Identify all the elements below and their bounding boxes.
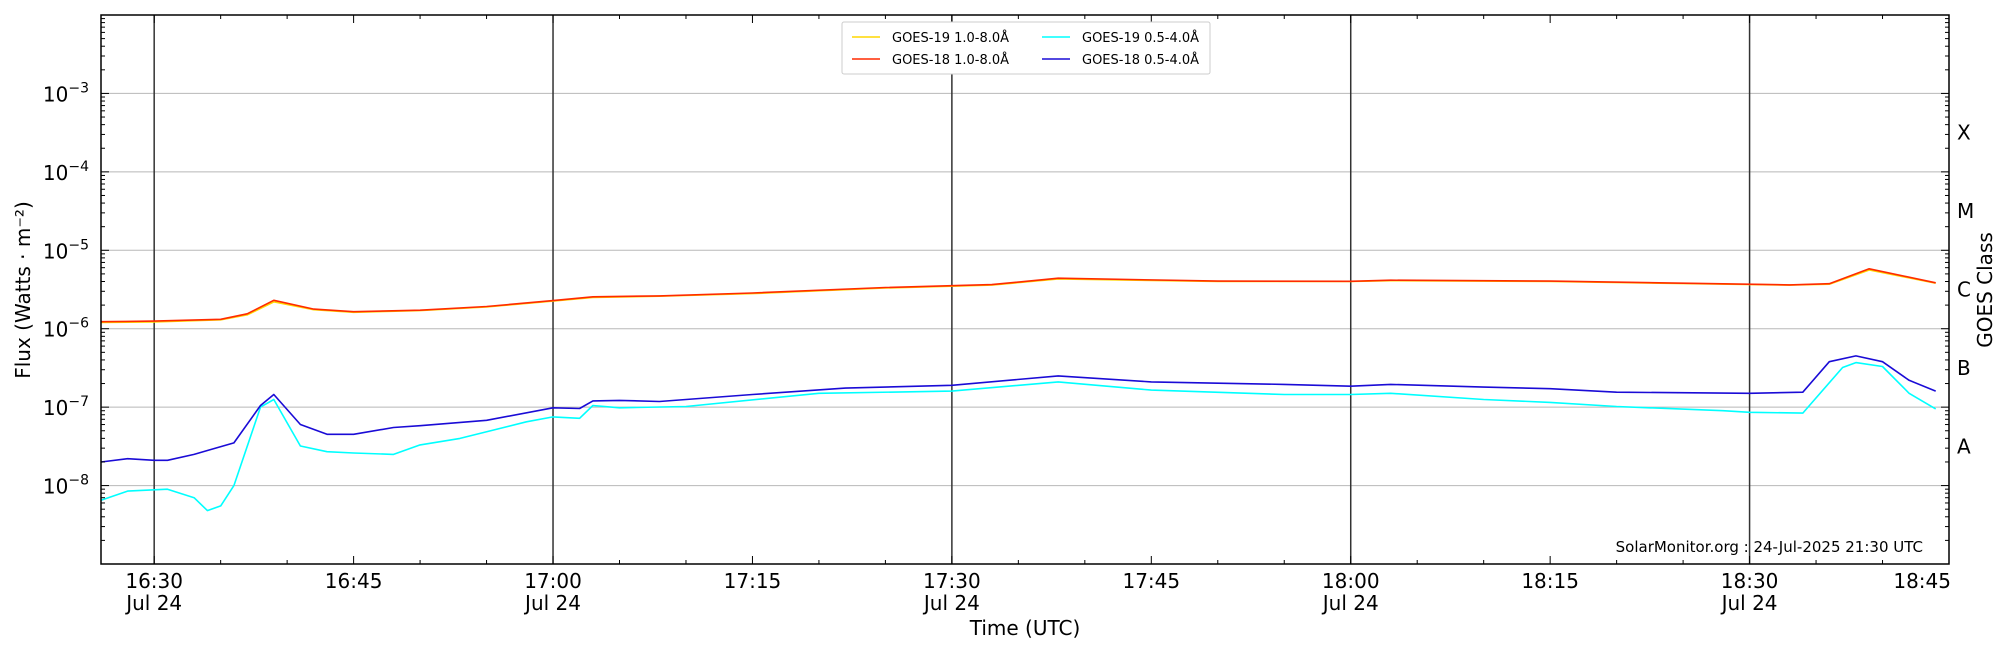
y-tick-label: 10−4 bbox=[43, 159, 89, 185]
legend: GOES-19 1.0-8.0Å GOES-18 1.0-8.0Å GOES-19 … bbox=[841, 21, 1211, 75]
series-layer bbox=[100, 267, 1937, 512]
x-tick-label: 18:00 bbox=[1322, 569, 1380, 593]
y-tick-label: 10−7 bbox=[43, 394, 89, 420]
y-tick-label: 10−8 bbox=[43, 473, 89, 499]
goes-class-label: X bbox=[1957, 121, 1971, 145]
day-boundary-lines bbox=[153, 15, 1751, 564]
x-tick-label: 16:30 bbox=[125, 569, 183, 593]
series-line bbox=[100, 267, 1936, 323]
goes-class-label: B bbox=[1957, 356, 1971, 380]
legend-entry-label: GOES-18 0.5-4.0Å bbox=[1082, 52, 1199, 68]
x-tick-label: 18:45 bbox=[1893, 569, 1951, 593]
series-line bbox=[100, 361, 1937, 512]
series-line bbox=[100, 355, 1937, 463]
x-tick-date-label: Jul 24 bbox=[523, 591, 581, 615]
x-tick-label: 17:45 bbox=[1122, 569, 1180, 593]
y-tick-label: 10−6 bbox=[43, 316, 89, 342]
plot-frame bbox=[100, 14, 1950, 565]
y-tick-label: 10−5 bbox=[43, 237, 89, 263]
x-axis-label: Time (UTC) bbox=[969, 616, 1081, 640]
legend-entry-label: GOES-19 1.0-8.0Å bbox=[892, 30, 1009, 46]
x-tick-label: 17:30 bbox=[923, 569, 981, 593]
credit-text: SolarMonitor.org : 24-Jul-2025 21:30 UTC bbox=[1616, 538, 1923, 556]
x-tick-date-label: Jul 24 bbox=[922, 591, 980, 615]
x-tick-label: 18:15 bbox=[1521, 569, 1579, 593]
legend-entry-label: GOES-18 1.0-8.0Å bbox=[892, 52, 1009, 68]
goes-class-labels: A B C M X bbox=[1957, 121, 1974, 459]
x-tick-label: 17:00 bbox=[524, 569, 582, 593]
goes-class-label: A bbox=[1957, 434, 1971, 458]
x-tick-label: 18:30 bbox=[1721, 569, 1779, 593]
legend-box bbox=[841, 21, 1211, 75]
x-tick-date-label: Jul 24 bbox=[124, 591, 182, 615]
x-tick-date-label: Jul 24 bbox=[1321, 591, 1379, 615]
y-axis-label: Flux (Watts · m⁻²) bbox=[11, 201, 35, 379]
x-tick-label: 17:15 bbox=[724, 569, 782, 593]
right-axis-label: GOES Class bbox=[1973, 232, 1997, 348]
grid-layer bbox=[101, 92, 1949, 487]
goes-class-label: C bbox=[1957, 278, 1971, 302]
y-tick-label: 10−3 bbox=[43, 80, 89, 106]
x-tick-date-label: Jul 24 bbox=[1720, 591, 1778, 615]
x-tick-label: 16:45 bbox=[325, 569, 383, 593]
legend-entry-label: GOES-19 0.5-4.0Å bbox=[1082, 30, 1199, 46]
goes-class-label: M bbox=[1957, 199, 1974, 223]
